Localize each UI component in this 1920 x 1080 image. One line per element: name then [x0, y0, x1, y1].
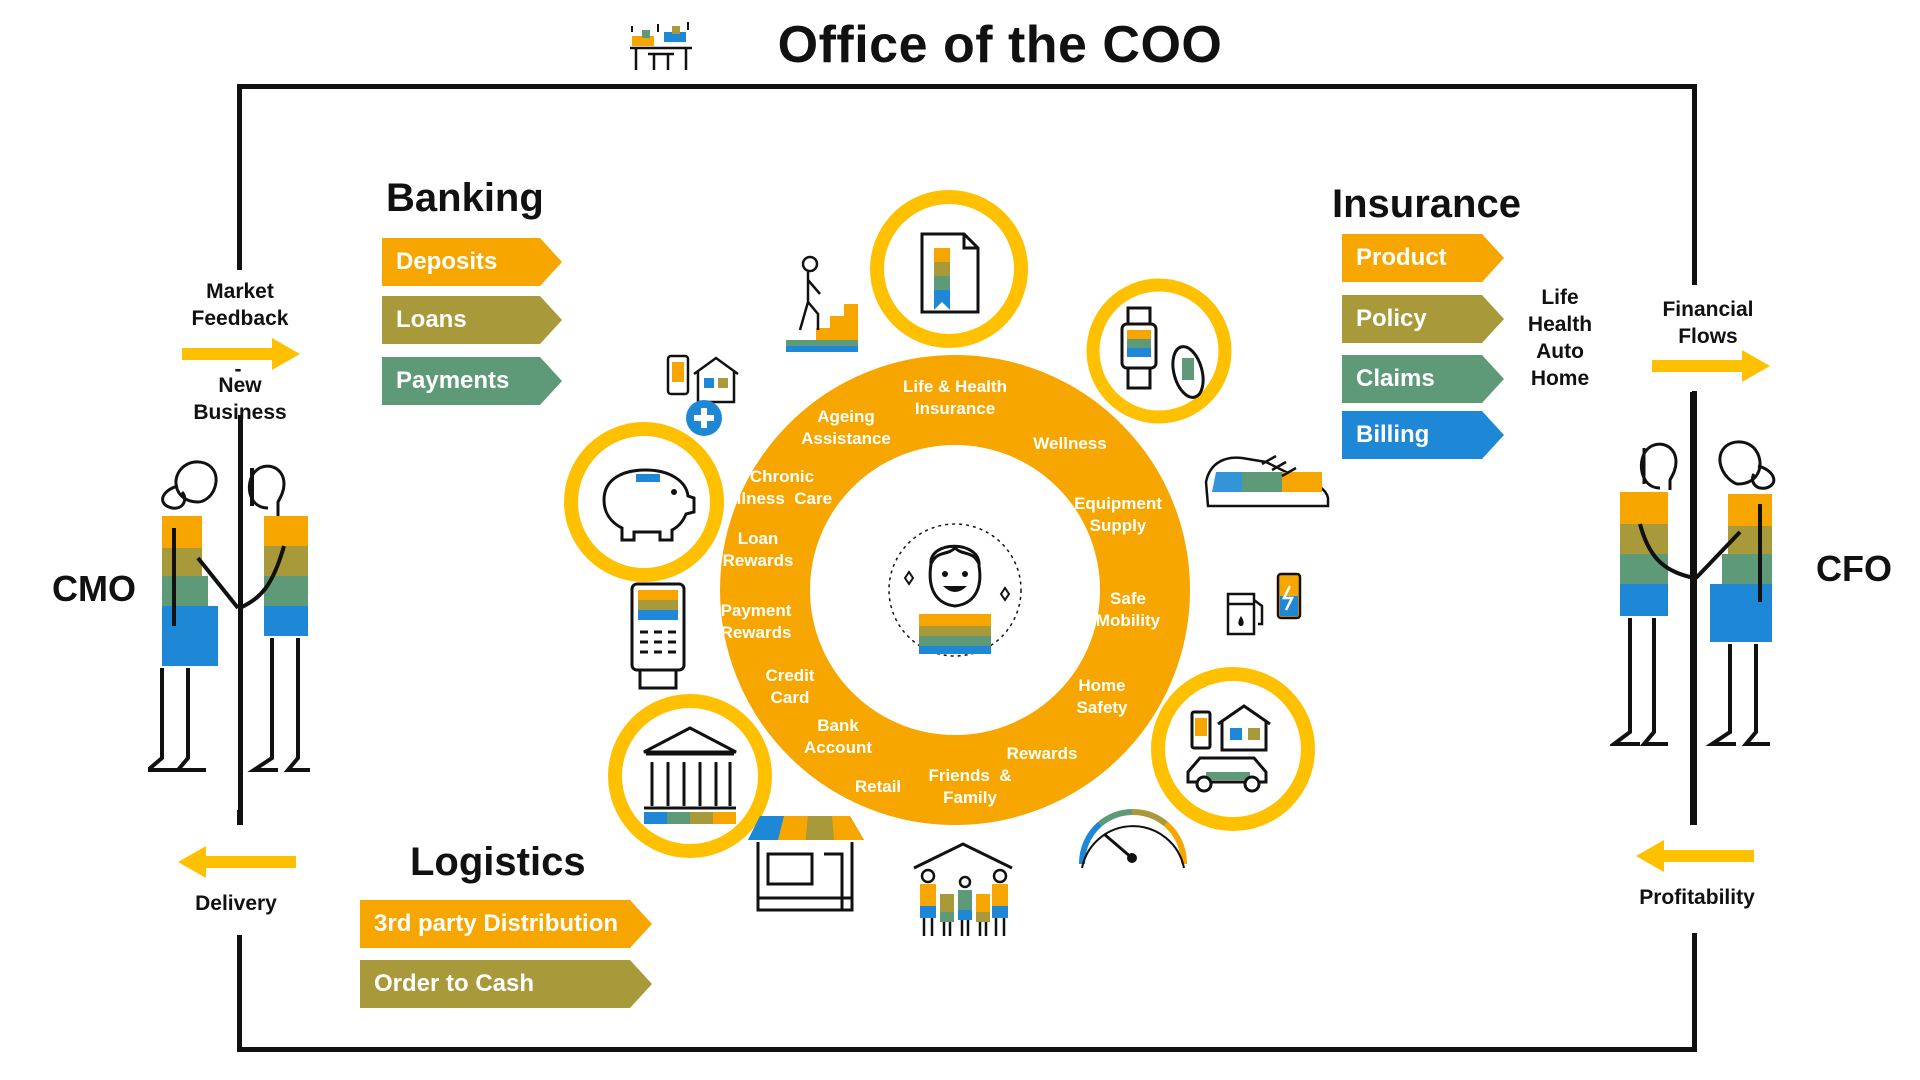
payments-chevron[interactable]: Payments — [382, 357, 562, 405]
delivery-arrow — [178, 846, 296, 883]
document-bookmark-circle[interactable] — [868, 188, 1030, 350]
market-feedback-arrow — [182, 338, 300, 375]
ring-label: Rewards — [1006, 744, 1078, 763]
feedback-label: Feedback — [191, 307, 289, 330]
ring-label: Chronic Illness Care — [731, 467, 833, 508]
new-label: New — [218, 374, 262, 397]
ring-label: Loan Rewards — [722, 529, 794, 570]
order-to-cash-chevron[interactable]: Order to Cash — [360, 960, 652, 1008]
financial-flows-arrow — [1652, 350, 1770, 387]
shop-icon — [744, 814, 866, 914]
ring-label: Bank Account — [804, 716, 872, 757]
ring-label: Life & Health Insurance — [903, 377, 1007, 418]
document-bookmark-icon — [920, 232, 980, 314]
flows-label: Flows — [1678, 325, 1738, 348]
cfo-handshake-figures — [1608, 432, 1790, 752]
profitability-label: Profitability — [1639, 886, 1755, 909]
smartwatch-circle[interactable] — [1084, 276, 1234, 426]
business-label: Business — [193, 401, 287, 424]
ring-label: Ageing Assistance — [801, 407, 891, 448]
cmo-label: CMO — [52, 568, 136, 609]
billing-chevron[interactable]: Billing — [1342, 411, 1504, 459]
banking-heading: Banking — [386, 176, 544, 220]
cmo-handshake-figures — [142, 458, 328, 778]
financial-label: Financial — [1662, 298, 1754, 321]
separator-label: - — [234, 358, 242, 381]
ring-label: Safe Mobility — [1095, 589, 1161, 630]
financial-flows-label: Financial Flows — [1648, 296, 1768, 350]
ring-label: Home Safety — [1076, 676, 1128, 717]
deposits-chevron[interactable]: Deposits — [382, 238, 562, 286]
logistics-heading: Logistics — [410, 840, 586, 884]
market-label: Market — [206, 280, 274, 303]
piggy-bank-icon — [602, 468, 696, 542]
fuel-battery-icon — [1224, 570, 1304, 636]
office-desk-icon — [628, 20, 694, 72]
ring-label: Friends & Family — [928, 766, 1012, 807]
insurance-line-home: Home — [1530, 367, 1590, 390]
new-business-label: New Business — [180, 372, 300, 426]
home-car-icon — [1186, 704, 1271, 793]
home-car-circle[interactable] — [1148, 664, 1318, 834]
stairs-climber-icon — [786, 254, 876, 354]
delivery-label: Delivery — [195, 892, 277, 915]
insurance-line-life: Life — [1541, 286, 1579, 309]
claims-chevron[interactable]: Claims — [1342, 355, 1504, 403]
piggy-bank-circle[interactable] — [562, 420, 726, 584]
ring-label: Wellness — [1033, 434, 1107, 453]
customer-ring — [720, 355, 1190, 825]
bank-building-icon — [643, 726, 737, 824]
pos-terminal-icon — [628, 580, 688, 692]
profitability-arrow — [1636, 840, 1754, 877]
smartwatch-icon — [1120, 306, 1205, 399]
ring-label: Payment Rewards — [720, 601, 792, 642]
insurance-line-auto: Auto — [1536, 340, 1584, 363]
insurance-line-health: Health — [1527, 313, 1593, 336]
family-house-icon — [910, 840, 1016, 938]
insurance-heading: Insurance — [1332, 182, 1521, 226]
customer-avatar-icon — [885, 520, 1025, 660]
sneaker-icon — [1202, 442, 1334, 516]
product-chevron[interactable]: Product — [1342, 234, 1504, 282]
insurance-lines-list: Life Health Auto Home — [1516, 284, 1604, 392]
ring-label: Equipment Supply — [1074, 494, 1162, 535]
loans-chevron[interactable]: Loans — [382, 296, 562, 344]
ring-label: Credit Card — [765, 666, 815, 707]
ring-label: Retail — [854, 777, 902, 796]
policy-chevron[interactable]: Policy — [1342, 295, 1504, 343]
market-feedback-label: Market Feedback — [180, 278, 300, 332]
page-title: Office of the COO — [777, 16, 1223, 74]
third-party-distribution-chevron[interactable]: 3rd party Distribution — [360, 900, 652, 948]
bank-building-circle[interactable] — [606, 692, 774, 860]
cfo-label: CFO — [1816, 548, 1892, 589]
gauge-icon — [1074, 802, 1192, 872]
phone-home-health-icon — [664, 352, 754, 442]
